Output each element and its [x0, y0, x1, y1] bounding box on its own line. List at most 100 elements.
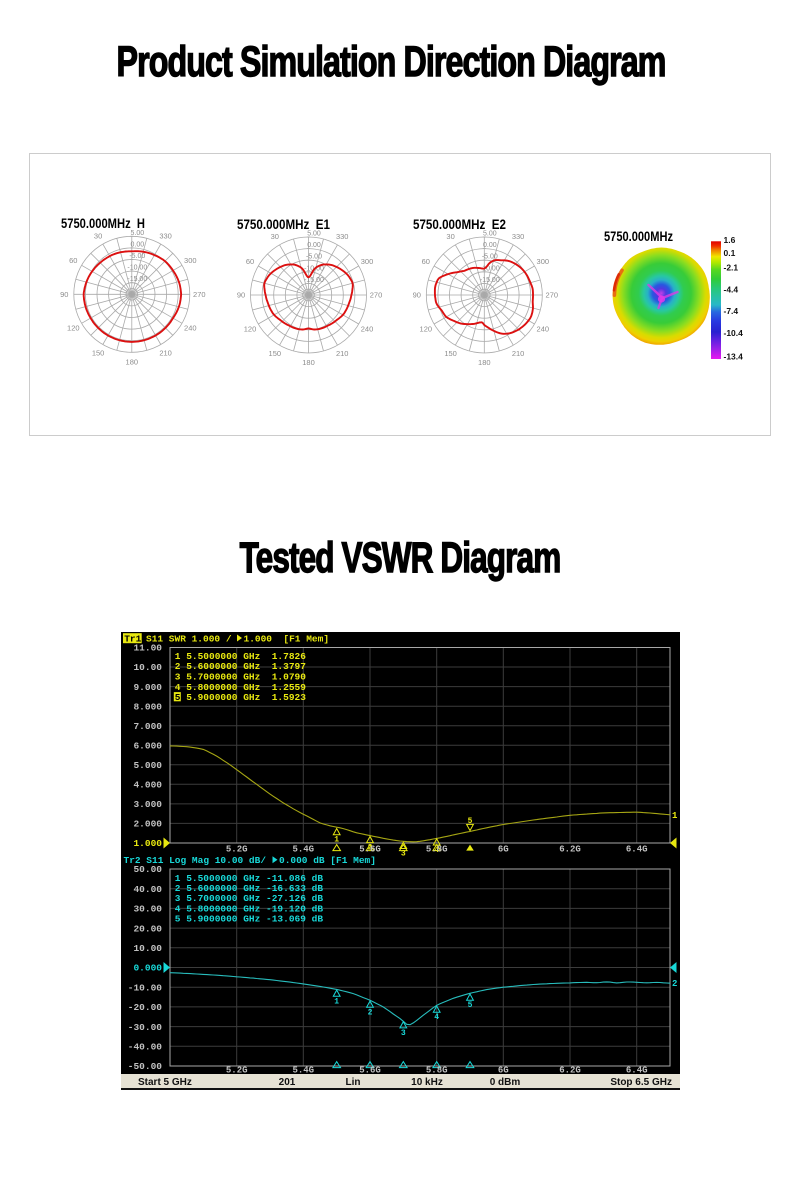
svg-text:240: 240 — [184, 324, 197, 333]
svg-text:1: 1 — [334, 836, 339, 845]
svg-text:5.000: 5.000 — [133, 760, 162, 771]
svg-text:210: 210 — [336, 349, 349, 358]
svg-text:5.4G: 5.4G — [292, 1065, 314, 1075]
svg-text:-5.00: -5.00 — [482, 254, 498, 261]
svg-text:-10.00: -10.00 — [480, 265, 500, 272]
svg-text:240: 240 — [361, 324, 374, 333]
svg-text:5.6G: 5.6G — [359, 845, 381, 855]
svg-text:3 5.7000000 GHz -27.126 dB: 3 5.7000000 GHz -27.126 dB — [175, 893, 324, 904]
svg-text:300: 300 — [184, 256, 197, 265]
svg-text:6.000: 6.000 — [133, 741, 162, 752]
svg-text:2: 2 — [672, 979, 677, 989]
svg-text:210: 210 — [512, 349, 525, 358]
svg-text:1: 1 — [334, 997, 339, 1006]
svg-text:Stop 6.5 GHz: Stop 6.5 GHz — [610, 1077, 672, 1088]
svg-text:60: 60 — [246, 257, 254, 266]
svg-text:0.000: 0.000 — [133, 963, 162, 974]
svg-text:300: 300 — [537, 257, 550, 266]
svg-text:0.00: 0.00 — [130, 241, 144, 248]
svg-text:-15.00: -15.00 — [480, 277, 500, 284]
svg-text:Lin: Lin — [346, 1077, 361, 1088]
svg-text:S11 SWR 1.000 /: S11 SWR 1.000 / — [146, 633, 232, 644]
svg-text:270: 270 — [370, 291, 383, 300]
svg-text:1.6: 1.6 — [724, 235, 736, 245]
svg-text:5: 5 — [468, 817, 473, 826]
svg-text:-30.00: -30.00 — [128, 1022, 163, 1033]
svg-text:3: 3 — [401, 850, 406, 859]
svg-text:5.6G: 5.6G — [359, 1065, 381, 1075]
svg-text:5.2G: 5.2G — [226, 1065, 248, 1075]
svg-text:-10.00: -10.00 — [128, 982, 163, 993]
svg-text:1 5.5000000 GHz 1.7826: 1 5.5000000 GHz 1.7826 — [175, 651, 306, 662]
svg-text:5.8G: 5.8G — [426, 1065, 448, 1075]
svg-text:-5.00: -5.00 — [129, 253, 145, 260]
svg-text:10 kHz: 10 kHz — [411, 1077, 443, 1088]
svg-text:6.4G: 6.4G — [626, 1065, 648, 1075]
svg-text:210: 210 — [159, 348, 172, 357]
svg-text:6G: 6G — [498, 1065, 509, 1075]
svg-text:-13.4: -13.4 — [724, 351, 744, 361]
svg-text:Tr2 S11 Log Mag 10.00 dB/: Tr2 S11 Log Mag 10.00 dB/ — [124, 855, 267, 866]
svg-text:150: 150 — [92, 348, 105, 357]
svg-text:Tr1: Tr1 — [124, 633, 141, 644]
svg-text:300: 300 — [361, 257, 374, 266]
svg-text:8.000: 8.000 — [133, 701, 162, 712]
svg-text:-50.00: -50.00 — [128, 1061, 163, 1072]
svg-text:6.2G: 6.2G — [559, 845, 581, 855]
svg-text:9.000: 9.000 — [133, 682, 162, 693]
svg-text:330: 330 — [159, 231, 172, 240]
svg-text:-7.4: -7.4 — [724, 306, 739, 316]
svg-text:201: 201 — [279, 1077, 296, 1088]
svg-text:20.00: 20.00 — [133, 923, 162, 934]
svg-text:-40.00: -40.00 — [128, 1042, 163, 1053]
svg-text:6G: 6G — [498, 845, 509, 855]
svg-text:50.00: 50.00 — [133, 864, 162, 875]
svg-text:4 5.8000000 GHz 1.2559: 4 5.8000000 GHz 1.2559 — [175, 682, 306, 693]
svg-text:90: 90 — [60, 290, 68, 299]
svg-text:7.000: 7.000 — [133, 721, 162, 732]
svg-text:4: 4 — [434, 1013, 439, 1022]
svg-text:1.000: 1.000 — [133, 838, 162, 849]
svg-text:150: 150 — [269, 349, 282, 358]
svg-text:10.00: 10.00 — [133, 662, 162, 673]
svg-text:4 5.8000000 GHz -19.120 dB: 4 5.8000000 GHz -19.120 dB — [175, 903, 324, 914]
svg-text:30.00: 30.00 — [133, 904, 162, 915]
svg-text:270: 270 — [546, 291, 559, 300]
svg-text:-10.4: -10.4 — [724, 328, 744, 338]
svg-text:4.000: 4.000 — [133, 780, 162, 791]
svg-text:60: 60 — [69, 256, 77, 265]
svg-text:0.000 dB [F1 Mem]: 0.000 dB [F1 Mem] — [279, 855, 376, 866]
svg-text:40.00: 40.00 — [133, 884, 162, 895]
svg-text:-2.1: -2.1 — [724, 263, 739, 273]
svg-text:5 5.9000000 GHz -13.069 dB: 5 5.9000000 GHz -13.069 dB — [175, 913, 324, 924]
svg-text:1: 1 — [672, 811, 678, 821]
svg-text:30: 30 — [271, 232, 279, 241]
svg-text:11.00: 11.00 — [133, 643, 162, 654]
svg-text:-15.00: -15.00 — [127, 276, 147, 283]
svg-text:5.9000000 GHz 1.5923: 5.9000000 GHz 1.5923 — [181, 692, 307, 703]
svg-text:0.00: 0.00 — [307, 242, 321, 249]
svg-text:30: 30 — [446, 232, 454, 241]
svg-text:0.1: 0.1 — [724, 248, 736, 258]
svg-text:-4.4: -4.4 — [724, 284, 739, 294]
svg-text:2: 2 — [368, 1008, 373, 1017]
svg-text:120: 120 — [67, 324, 80, 333]
svg-text:3 5.7000000 GHz 1.0790: 3 5.7000000 GHz 1.0790 — [175, 672, 306, 683]
svg-text:-15.00: -15.00 — [304, 277, 324, 284]
svg-text:5.00: 5.00 — [483, 231, 497, 238]
svg-text:1 5.5000000 GHz -11.086 dB: 1 5.5000000 GHz -11.086 dB — [175, 873, 324, 884]
svg-text:0.00: 0.00 — [483, 242, 497, 249]
svg-text:5750.000MHz: 5750.000MHz — [604, 228, 673, 244]
svg-text:2: 2 — [368, 844, 373, 853]
svg-text:5750.000MHz H: 5750.000MHz H — [61, 215, 145, 231]
svg-text:5: 5 — [468, 1001, 473, 1010]
svg-text:10.00: 10.00 — [133, 943, 162, 954]
svg-text:-10.00: -10.00 — [127, 265, 147, 272]
svg-text:120: 120 — [420, 324, 433, 333]
svg-text:5.4G: 5.4G — [292, 845, 314, 855]
svg-text:30: 30 — [94, 231, 102, 240]
svg-text:5750.000MHz E2: 5750.000MHz E2 — [413, 216, 506, 232]
svg-text:6.4G: 6.4G — [626, 845, 648, 855]
svg-text:3: 3 — [401, 1029, 406, 1038]
svg-text:5.00: 5.00 — [130, 230, 144, 237]
